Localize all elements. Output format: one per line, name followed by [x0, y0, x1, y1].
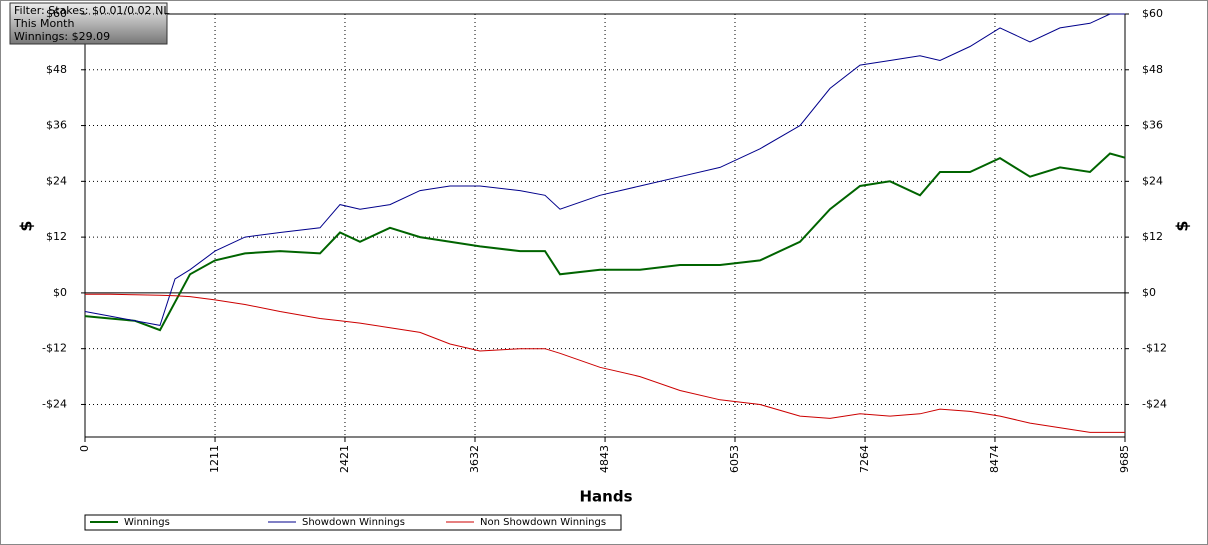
y-tick-label: $24: [46, 174, 67, 187]
series-line: [84, 13, 1125, 326]
x-tick-label: 6053: [728, 445, 741, 473]
x-tick-label: 2421: [338, 445, 351, 473]
x-tick-label: 9685: [1118, 445, 1131, 473]
y2-tick-label: $48: [1142, 63, 1163, 76]
y-tick-label: $36: [46, 119, 67, 132]
legend-label: Non Showdown Winnings: [480, 517, 606, 528]
x-tick-label: 7264: [858, 445, 871, 473]
info-text: This Month: [13, 17, 74, 30]
info-box: [9, 2, 168, 45]
y2-tick-label: $36: [1142, 119, 1163, 132]
y-tick-label: $0: [53, 286, 67, 299]
y2-tick-label: $60: [1142, 7, 1163, 20]
x-tick-label: 4843: [598, 445, 611, 473]
y-tick-label: -$12: [42, 342, 67, 355]
y-tick-label: -$24: [42, 397, 67, 410]
info-text: Filter: Stakes: $0.01/0.02 NL: [14, 4, 170, 17]
y2-axis-title: $: [1173, 220, 1192, 231]
legend-label: Winnings: [124, 517, 170, 528]
x-tick-label: 1211: [208, 445, 221, 473]
info-text: Winnings: $29.09: [14, 30, 110, 43]
y2-tick-label: $0: [1142, 286, 1156, 299]
x-tick-label: 8474: [988, 445, 1001, 473]
y-tick-label: $60: [46, 7, 67, 20]
series-line: [85, 293, 1125, 433]
y-tick-label: $48: [46, 63, 67, 76]
series-line: [84, 152, 1126, 332]
y2-tick-label: $12: [1142, 230, 1163, 243]
x-tick-label: 3632: [468, 445, 481, 473]
y-axis-title: $: [17, 220, 36, 231]
x-axis-title: Hands: [579, 488, 632, 506]
legend: [84, 514, 622, 531]
y2-tick-label: -$12: [1142, 342, 1167, 355]
legend-label: Showdown Winnings: [302, 517, 405, 528]
x-tick-label: 0: [78, 445, 91, 452]
y-tick-label: $12: [46, 230, 67, 243]
y2-tick-label: $24: [1142, 174, 1163, 187]
y2-tick-label: -$24: [1142, 397, 1167, 410]
